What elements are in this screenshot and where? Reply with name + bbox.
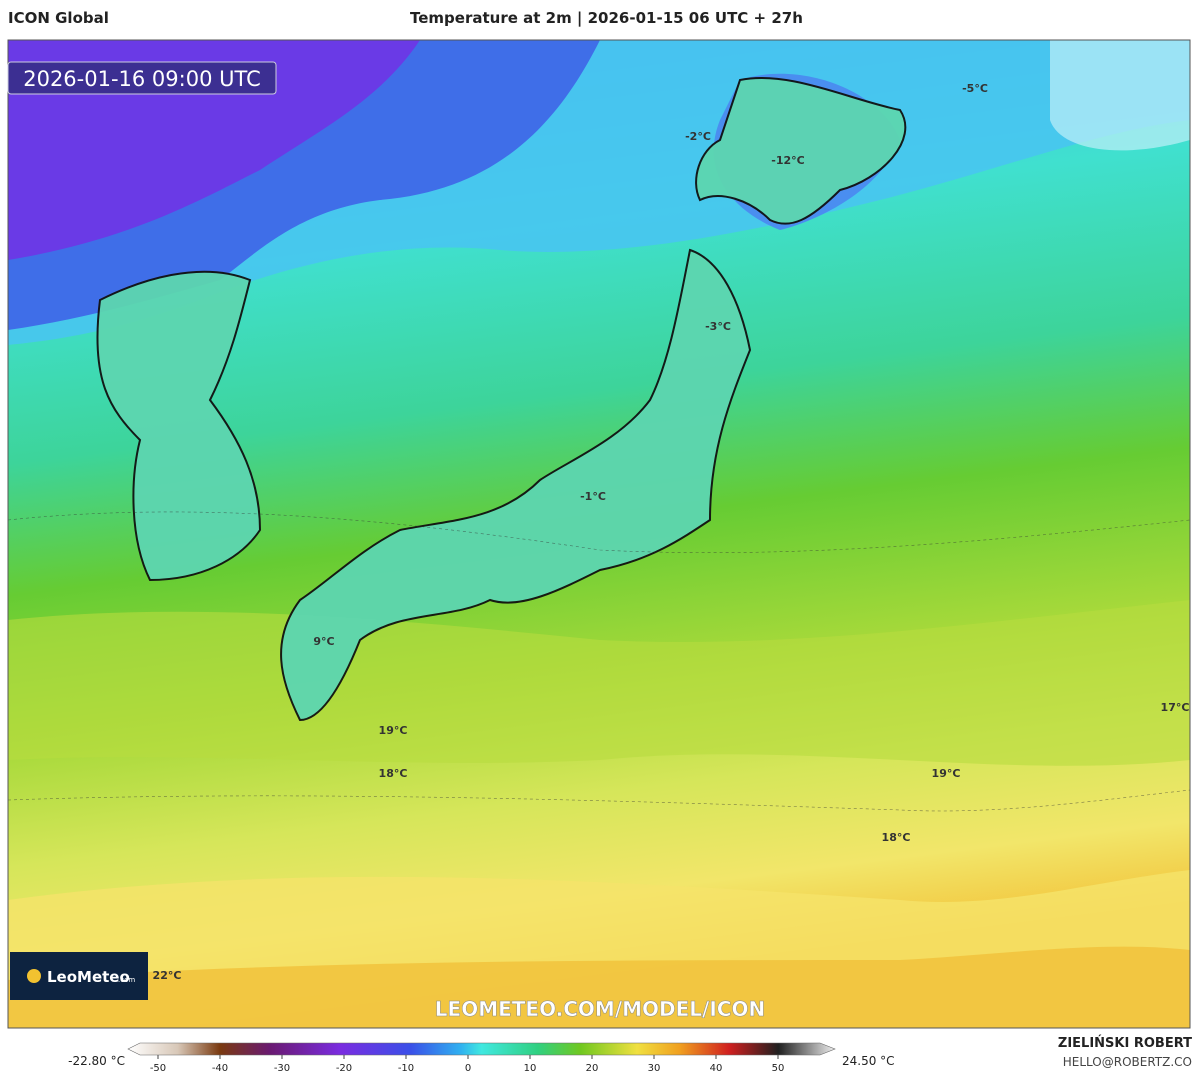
logo-name: LeoMeteo: [47, 968, 130, 986]
colorbar-tick-label: 30: [648, 1063, 661, 1074]
colorbar: [127, 1042, 836, 1056]
credit-author: ZIELIŃSKI ROBERT: [1058, 1035, 1192, 1051]
logo-suffix: .com: [118, 976, 135, 984]
watermark: LEOMETEO.COM/MODEL/ICON: [435, 997, 765, 1021]
colorbar-tick-label: -20: [336, 1063, 352, 1074]
temperature-label: 19°C: [932, 767, 961, 780]
temperature-label: 17°C: [1161, 701, 1190, 714]
colorbar-tick-label: 20: [586, 1063, 599, 1074]
colorbar-tick-label: 50: [772, 1063, 785, 1074]
colorbar-tick-label: 40: [710, 1063, 723, 1074]
temperature-label: 19°C: [379, 724, 408, 737]
timestamp-box: [7, 61, 277, 95]
legend-max: 24.50 °C: [842, 1054, 895, 1068]
colorbar-tick-label: -30: [274, 1063, 290, 1074]
colorbar-tick-label: 10: [524, 1063, 537, 1074]
temperature-label: 18°C: [882, 831, 911, 844]
model-name: ICON Global: [8, 9, 109, 27]
temperature-label: -3°C: [705, 320, 731, 333]
temperature-label: -5°C: [962, 82, 988, 95]
colorbar-tick-label: 0: [465, 1063, 471, 1074]
temperature-label: -2°C: [685, 130, 711, 143]
land: [96, 76, 907, 722]
temperature-label: 22°C: [153, 969, 182, 982]
temperature-field: [8, 40, 1190, 1028]
temperature-label: 18°C: [379, 767, 408, 780]
temperature-label: -1°C: [580, 490, 606, 503]
logo-sun: [27, 969, 41, 983]
credit-email: HELLO@ROBERTZ.CO: [1063, 1055, 1192, 1069]
colorbar-tick-label: -40: [212, 1063, 228, 1074]
map-title: Temperature at 2m | 2026-01-15 06 UTC + …: [410, 9, 803, 27]
legend-min: -22.80 °C: [68, 1054, 125, 1068]
temperature-label: -12°C: [771, 154, 804, 167]
temperature-label: 9°C: [313, 635, 334, 648]
colorbar-tick-label: -10: [398, 1063, 414, 1074]
colorbar-tick-label: -50: [150, 1063, 166, 1074]
timestamp: 2026-01-16 09:00 UTC: [23, 67, 261, 91]
